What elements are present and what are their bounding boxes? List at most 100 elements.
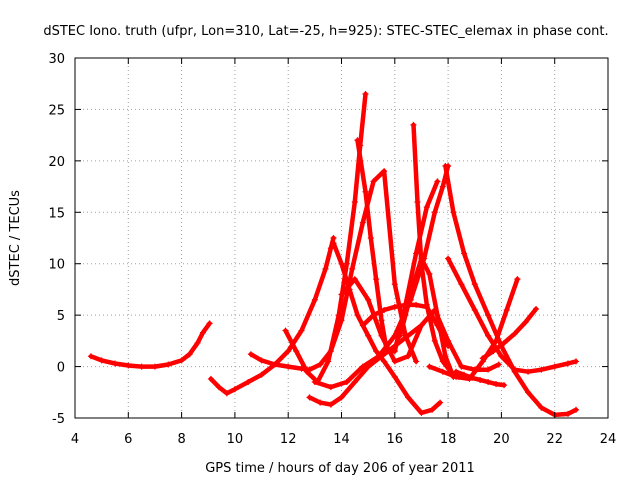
series-band — [397, 256, 456, 380]
data-point — [551, 363, 558, 370]
data-point — [338, 394, 345, 401]
y-tick-label: 10 — [48, 258, 65, 273]
data-point — [327, 384, 334, 391]
data-point — [477, 376, 484, 383]
data-point — [413, 250, 420, 257]
data-point — [206, 320, 213, 327]
data-point — [426, 271, 433, 277]
data-point — [469, 374, 476, 381]
y-tick-label: -5 — [52, 412, 65, 427]
chart-title: dSTEC Iono. truth (ufpr, Lon=310, Lat=-2… — [43, 24, 608, 39]
data-point — [485, 312, 492, 319]
data-point — [471, 307, 478, 313]
x-tick-label: 14 — [333, 432, 350, 447]
data-point — [493, 381, 500, 388]
data-point — [479, 355, 486, 362]
data-point — [258, 371, 265, 378]
data-point — [439, 183, 446, 190]
x-tick-label: 8 — [177, 432, 185, 447]
data-point — [413, 301, 420, 308]
data-point — [442, 163, 449, 169]
grid — [75, 58, 608, 418]
data-point — [410, 121, 417, 128]
data-point — [442, 353, 449, 360]
data-point — [402, 312, 409, 319]
data-point — [493, 337, 500, 344]
data-point — [370, 178, 377, 185]
data-point — [439, 368, 446, 375]
data-point — [418, 322, 425, 329]
data-point — [111, 360, 118, 367]
data-point — [98, 357, 105, 364]
series-1 — [87, 320, 213, 370]
data-point — [373, 276, 380, 283]
data-point — [501, 382, 508, 389]
data-point — [365, 332, 372, 339]
data-point — [431, 337, 438, 344]
data-point — [87, 353, 94, 360]
data-point — [573, 406, 580, 413]
data-point — [418, 409, 425, 416]
data-point — [359, 322, 366, 329]
data-point — [343, 379, 350, 385]
data-point — [423, 301, 430, 308]
data-point — [391, 358, 398, 365]
data-point — [362, 91, 369, 97]
y-axis-label: dSTEC / TECUs — [8, 190, 23, 286]
data-point — [431, 209, 438, 216]
data-point — [367, 235, 374, 241]
data-point — [391, 348, 398, 355]
x-axis-label: GPS time / hours of day 206 of year 2011 — [205, 461, 475, 476]
data-point — [317, 361, 324, 368]
data-point — [453, 373, 460, 380]
data-point — [330, 240, 337, 247]
data-point — [311, 379, 318, 385]
x-tick-label: 24 — [600, 432, 617, 447]
data-point — [245, 379, 252, 385]
data-point — [413, 358, 420, 365]
data-point — [231, 386, 238, 393]
data-point — [359, 363, 366, 370]
data-point — [322, 265, 329, 272]
x-tick-label: 10 — [227, 432, 244, 447]
data-point — [458, 281, 465, 288]
data-point — [538, 404, 545, 411]
y-tick-label: 0 — [57, 361, 65, 376]
y-tick-label: 15 — [48, 206, 65, 221]
y-tick-label: 30 — [48, 52, 65, 67]
data-point — [293, 348, 300, 355]
series-15 — [445, 255, 580, 375]
series-18 — [479, 305, 540, 362]
data-point — [391, 373, 398, 380]
y-tick-label: 5 — [57, 309, 65, 324]
data-point — [533, 305, 540, 312]
data-point — [514, 276, 521, 283]
data-point — [405, 353, 412, 360]
data-point — [327, 245, 334, 252]
x-tick-label: 6 — [124, 432, 132, 447]
data-point — [311, 296, 318, 303]
data-point — [405, 394, 412, 401]
data-point — [405, 332, 412, 339]
data-point — [391, 281, 398, 288]
y-tick-label: 25 — [48, 103, 65, 118]
data-point — [165, 361, 172, 368]
data-point — [351, 199, 358, 205]
data-point — [335, 312, 342, 319]
data-point — [391, 303, 398, 310]
data-point — [453, 368, 460, 375]
data-point — [194, 339, 201, 346]
data-point — [303, 368, 310, 375]
data-point — [365, 296, 372, 303]
data-point — [485, 366, 492, 373]
data-point — [471, 281, 478, 288]
data-point — [349, 265, 356, 272]
data-point — [151, 363, 158, 370]
data-point — [439, 358, 446, 365]
data-point — [330, 235, 337, 241]
data-point — [397, 332, 404, 339]
data-point — [525, 389, 532, 396]
data-point — [538, 366, 545, 373]
data-point — [414, 199, 421, 205]
